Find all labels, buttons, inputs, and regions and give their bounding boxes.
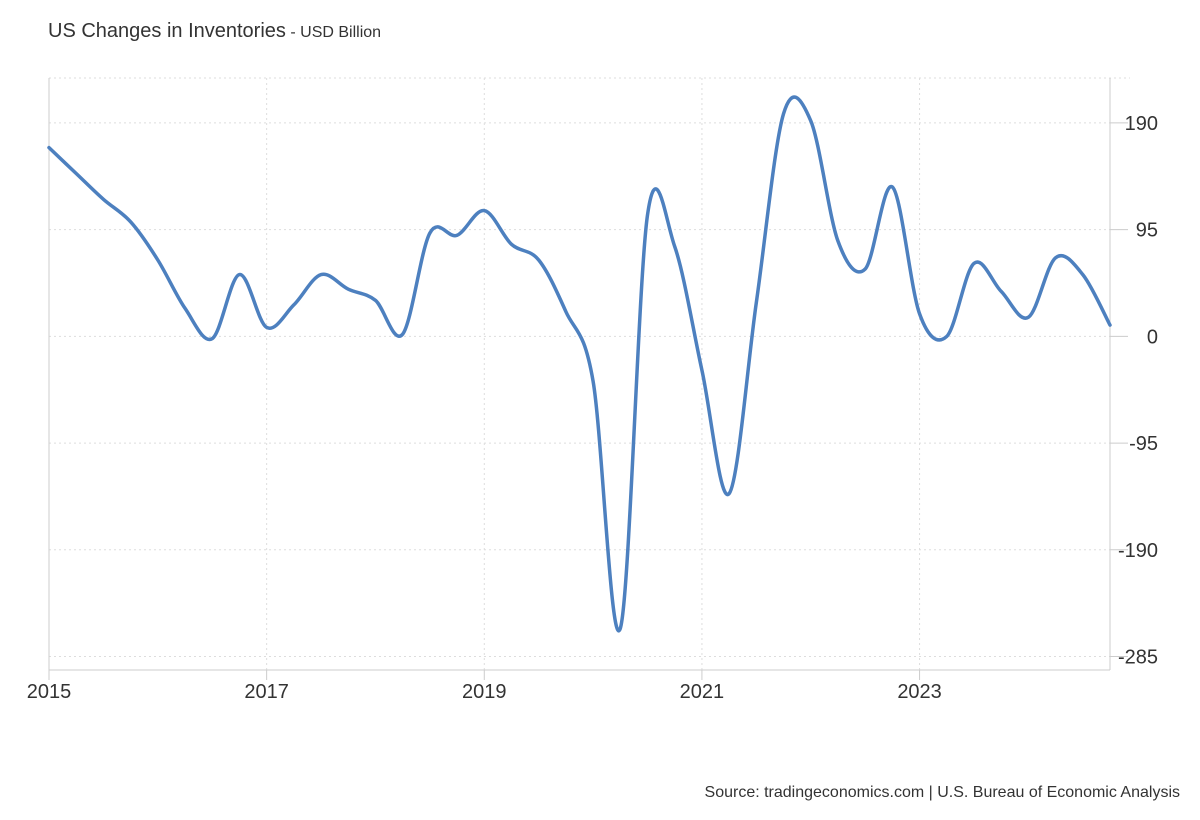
- x-axis-labels: 2015 2017 2019 2021 2023: [27, 681, 942, 703]
- data-point: [729, 493, 730, 494]
- chart-subtitle: - USD Billion: [290, 24, 382, 41]
- data-point: [511, 244, 512, 245]
- data-point: [293, 304, 294, 305]
- y-tick-label: -285: [1118, 647, 1158, 669]
- data-point: [538, 260, 539, 261]
- data-point: [484, 210, 485, 211]
- data-point: [266, 327, 267, 328]
- data-point: [756, 302, 757, 303]
- data-point: [103, 199, 104, 200]
- gridlines: [48, 77, 1130, 670]
- data-point: [321, 274, 322, 275]
- x-tick-label: 2023: [897, 681, 942, 703]
- data-point: [837, 240, 838, 241]
- data-point: [565, 311, 566, 312]
- data-point: [783, 113, 784, 114]
- data-point: [674, 246, 675, 247]
- data-point: [593, 381, 594, 382]
- data-point: [865, 269, 866, 270]
- data-point: [402, 334, 403, 335]
- y-tick-label: 95: [1136, 220, 1158, 242]
- data-point: [429, 233, 430, 234]
- data-point: [1082, 274, 1083, 275]
- y-tick-label: -190: [1118, 540, 1158, 562]
- axes: [48, 78, 1128, 680]
- y-tick-label: 190: [1125, 113, 1158, 135]
- data-point: [239, 274, 240, 275]
- x-tick-label: 2021: [680, 681, 725, 703]
- x-tick-label: 2015: [27, 681, 72, 703]
- data-point: [647, 215, 648, 216]
- data-point: [1001, 291, 1002, 292]
- data-point: [212, 338, 213, 339]
- data-point: [1028, 317, 1029, 318]
- data-point: [348, 289, 349, 290]
- source-note: Source: tradingeconomics.com | U.S. Bure…: [704, 784, 1180, 801]
- x-tick-label: 2019: [462, 681, 507, 703]
- series-line-0: [47, 95, 1112, 633]
- data-point: [1055, 257, 1056, 258]
- x-tick-label: 2017: [244, 681, 289, 703]
- chart-title-row: US Changes in Inventories - USD Billion: [48, 20, 381, 43]
- data-point: [974, 263, 975, 264]
- data-point: [375, 300, 376, 301]
- data-point: [157, 260, 158, 261]
- data-point: [185, 308, 186, 309]
- data-point: [892, 187, 893, 188]
- y-axis-labels: 190 95 0 -95 -190 -285: [1118, 113, 1158, 669]
- data-point: [130, 221, 131, 222]
- data-point: [49, 147, 50, 148]
- y-tick-label: -95: [1129, 433, 1158, 455]
- data-point: [810, 120, 811, 121]
- y-tick-label: 0: [1147, 326, 1158, 348]
- data-point: [1110, 325, 1111, 326]
- data-point: [76, 173, 77, 174]
- series-layer: [47, 95, 1112, 633]
- data-point: [620, 628, 621, 629]
- data-point: [701, 370, 702, 371]
- data-point: [457, 235, 458, 236]
- data-point: [919, 313, 920, 314]
- chart-title: US Changes in Inventories: [48, 20, 286, 42]
- data-point: [946, 336, 947, 337]
